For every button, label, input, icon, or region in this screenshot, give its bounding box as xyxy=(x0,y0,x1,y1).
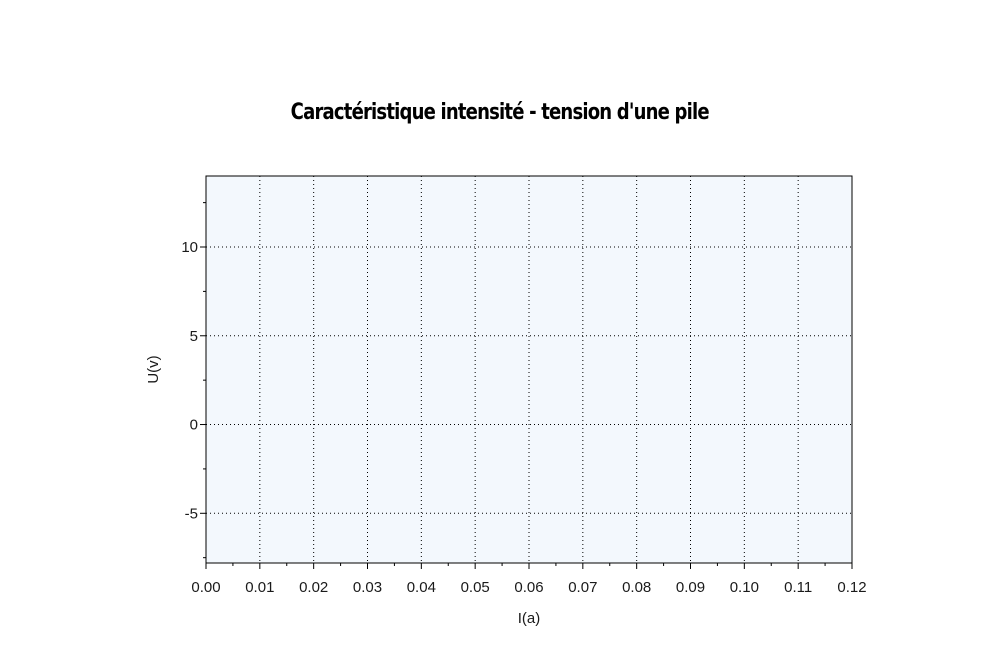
x-tick-label: 0.06 xyxy=(514,579,543,596)
x-tick-label: 0.04 xyxy=(407,579,436,596)
y-tick-label: 5 xyxy=(190,328,198,345)
x-tick-label: 0.02 xyxy=(299,579,328,596)
plot-border xyxy=(205,175,853,564)
y-axis-label: U(v) xyxy=(145,355,162,383)
x-tick-label: 0.08 xyxy=(622,579,651,596)
x-tick-label: 0.03 xyxy=(353,579,382,596)
x-tick-label: 0.05 xyxy=(461,579,490,596)
y-tick-label: 0 xyxy=(190,417,198,434)
y-tick-label: -5 xyxy=(185,505,198,522)
x-tick-label: 0.10 xyxy=(730,579,759,596)
y-axis-ticks: -5 0 5 10 xyxy=(181,239,206,522)
y-tick-label: 10 xyxy=(181,239,198,256)
x-tick-label: 0.11 xyxy=(784,579,812,596)
x-tick-label: 0.09 xyxy=(676,579,705,596)
x-tick-label: 0.12 xyxy=(837,579,866,596)
x-axis-label: I(a) xyxy=(518,610,541,627)
x-axis-ticks: 0.00 0.01 0.02 0.03 0.04 0.05 0.06 0.07 0.08 0.09… xyxy=(191,563,867,596)
x-tick-label: 0.07 xyxy=(568,579,597,596)
x-tick-label: 0.01 xyxy=(245,579,274,596)
x-tick-label: 0.00 xyxy=(191,579,220,596)
grid-lines xyxy=(206,176,852,563)
chart-title: Caractéristique intensité - tension d'un… xyxy=(290,100,710,125)
